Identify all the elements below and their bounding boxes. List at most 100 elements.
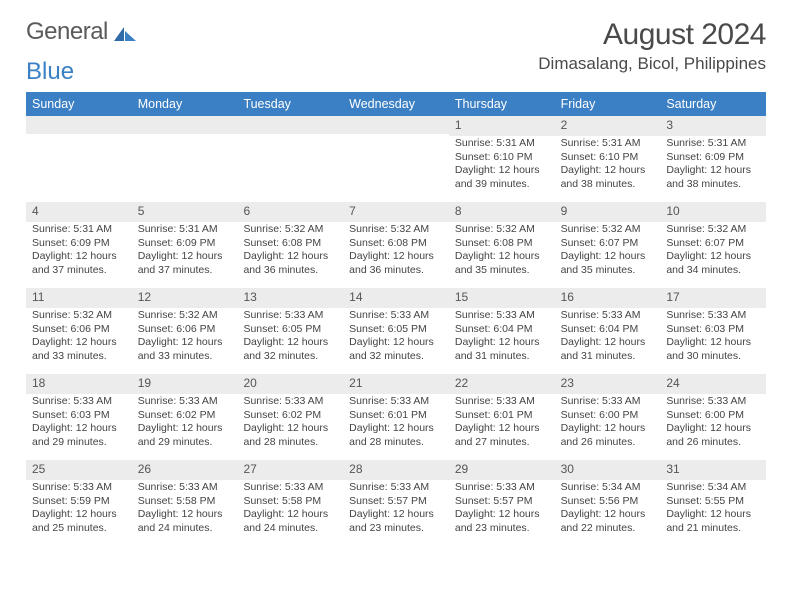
day-body: Sunrise: 5:33 AMSunset: 5:59 PMDaylight:… — [26, 480, 132, 539]
daylight-text: Daylight: 12 hours and 34 minutes. — [666, 250, 760, 277]
daylight-text: Daylight: 12 hours and 23 minutes. — [349, 508, 443, 535]
sunrise-text: Sunrise: 5:33 AM — [561, 309, 655, 322]
logo-sail-icon — [112, 25, 138, 43]
week-row: 11Sunrise: 5:32 AMSunset: 6:06 PMDayligh… — [26, 288, 766, 374]
day-cell: 8Sunrise: 5:32 AMSunset: 6:08 PMDaylight… — [449, 202, 555, 288]
day-body: Sunrise: 5:33 AMSunset: 5:58 PMDaylight:… — [237, 480, 343, 539]
day-body: Sunrise: 5:33 AMSunset: 6:04 PMDaylight:… — [449, 308, 555, 367]
daylight-text: Daylight: 12 hours and 36 minutes. — [243, 250, 337, 277]
day-number: 19 — [132, 374, 238, 394]
sunset-text: Sunset: 6:09 PM — [32, 237, 126, 250]
day-body — [237, 134, 343, 139]
day-number: 27 — [237, 460, 343, 480]
day-cell: 13Sunrise: 5:33 AMSunset: 6:05 PMDayligh… — [237, 288, 343, 374]
day-cell: 20Sunrise: 5:33 AMSunset: 6:02 PMDayligh… — [237, 374, 343, 460]
daylight-text: Daylight: 12 hours and 28 minutes. — [349, 422, 443, 449]
daylight-text: Daylight: 12 hours and 37 minutes. — [138, 250, 232, 277]
day-body: Sunrise: 5:31 AMSunset: 6:09 PMDaylight:… — [132, 222, 238, 281]
sunrise-text: Sunrise: 5:31 AM — [666, 137, 760, 150]
day-number: 16 — [555, 288, 661, 308]
sunrise-text: Sunrise: 5:32 AM — [349, 223, 443, 236]
day-number: 9 — [555, 202, 661, 222]
sunrise-text: Sunrise: 5:32 AM — [138, 309, 232, 322]
day-body: Sunrise: 5:32 AMSunset: 6:08 PMDaylight:… — [237, 222, 343, 281]
day-number: 26 — [132, 460, 238, 480]
sunrise-text: Sunrise: 5:33 AM — [32, 481, 126, 494]
sunset-text: Sunset: 6:06 PM — [138, 323, 232, 336]
daylight-text: Daylight: 12 hours and 28 minutes. — [243, 422, 337, 449]
day-number — [343, 116, 449, 134]
day-number: 6 — [237, 202, 343, 222]
day-cell: 22Sunrise: 5:33 AMSunset: 6:01 PMDayligh… — [449, 374, 555, 460]
sunset-text: Sunset: 6:08 PM — [455, 237, 549, 250]
sunrise-text: Sunrise: 5:32 AM — [455, 223, 549, 236]
day-body: Sunrise: 5:33 AMSunset: 5:58 PMDaylight:… — [132, 480, 238, 539]
daylight-text: Daylight: 12 hours and 24 minutes. — [138, 508, 232, 535]
day-body: Sunrise: 5:31 AMSunset: 6:10 PMDaylight:… — [449, 136, 555, 195]
day-cell: 10Sunrise: 5:32 AMSunset: 6:07 PMDayligh… — [660, 202, 766, 288]
day-number: 24 — [660, 374, 766, 394]
daylight-text: Daylight: 12 hours and 30 minutes. — [666, 336, 760, 363]
day-number: 17 — [660, 288, 766, 308]
daylight-text: Daylight: 12 hours and 26 minutes. — [666, 422, 760, 449]
day-cell: 9Sunrise: 5:32 AMSunset: 6:07 PMDaylight… — [555, 202, 661, 288]
daylight-text: Daylight: 12 hours and 27 minutes. — [455, 422, 549, 449]
day-number: 21 — [343, 374, 449, 394]
day-cell: 17Sunrise: 5:33 AMSunset: 6:03 PMDayligh… — [660, 288, 766, 374]
day-number: 7 — [343, 202, 449, 222]
sunset-text: Sunset: 6:05 PM — [349, 323, 443, 336]
day-number: 22 — [449, 374, 555, 394]
daylight-text: Daylight: 12 hours and 39 minutes. — [455, 164, 549, 191]
day-cell — [132, 116, 238, 202]
day-body: Sunrise: 5:33 AMSunset: 6:05 PMDaylight:… — [237, 308, 343, 367]
sunset-text: Sunset: 6:02 PM — [243, 409, 337, 422]
day-number: 30 — [555, 460, 661, 480]
day-body: Sunrise: 5:32 AMSunset: 6:06 PMDaylight:… — [26, 308, 132, 367]
day-cell: 24Sunrise: 5:33 AMSunset: 6:00 PMDayligh… — [660, 374, 766, 460]
day-cell: 23Sunrise: 5:33 AMSunset: 6:00 PMDayligh… — [555, 374, 661, 460]
sunrise-text: Sunrise: 5:31 AM — [455, 137, 549, 150]
day-number: 4 — [26, 202, 132, 222]
sunrise-text: Sunrise: 5:33 AM — [349, 309, 443, 322]
sunrise-text: Sunrise: 5:31 AM — [32, 223, 126, 236]
day-number: 31 — [660, 460, 766, 480]
day-cell: 31Sunrise: 5:34 AMSunset: 5:55 PMDayligh… — [660, 460, 766, 546]
day-number: 11 — [26, 288, 132, 308]
weekday-wednesday: Wednesday — [343, 92, 449, 116]
day-number — [237, 116, 343, 134]
day-body: Sunrise: 5:33 AMSunset: 6:03 PMDaylight:… — [660, 308, 766, 367]
day-body: Sunrise: 5:33 AMSunset: 6:04 PMDaylight:… — [555, 308, 661, 367]
day-cell: 4Sunrise: 5:31 AMSunset: 6:09 PMDaylight… — [26, 202, 132, 288]
day-number: 28 — [343, 460, 449, 480]
day-body: Sunrise: 5:33 AMSunset: 5:57 PMDaylight:… — [449, 480, 555, 539]
daylight-text: Daylight: 12 hours and 24 minutes. — [243, 508, 337, 535]
day-body: Sunrise: 5:33 AMSunset: 6:00 PMDaylight:… — [555, 394, 661, 453]
day-cell: 21Sunrise: 5:33 AMSunset: 6:01 PMDayligh… — [343, 374, 449, 460]
day-number — [132, 116, 238, 134]
sunset-text: Sunset: 6:10 PM — [561, 151, 655, 164]
day-body: Sunrise: 5:32 AMSunset: 6:07 PMDaylight:… — [660, 222, 766, 281]
sunset-text: Sunset: 6:06 PM — [32, 323, 126, 336]
weeks-container: 1Sunrise: 5:31 AMSunset: 6:10 PMDaylight… — [26, 116, 766, 546]
day-number: 29 — [449, 460, 555, 480]
sunrise-text: Sunrise: 5:33 AM — [349, 481, 443, 494]
sunrise-text: Sunrise: 5:33 AM — [138, 395, 232, 408]
day-body — [132, 134, 238, 139]
day-number: 23 — [555, 374, 661, 394]
sunrise-text: Sunrise: 5:33 AM — [32, 395, 126, 408]
sunset-text: Sunset: 6:02 PM — [138, 409, 232, 422]
sunrise-text: Sunrise: 5:33 AM — [243, 309, 337, 322]
day-body: Sunrise: 5:32 AMSunset: 6:06 PMDaylight:… — [132, 308, 238, 367]
daylight-text: Daylight: 12 hours and 35 minutes. — [455, 250, 549, 277]
daylight-text: Daylight: 12 hours and 21 minutes. — [666, 508, 760, 535]
sunset-text: Sunset: 6:03 PM — [666, 323, 760, 336]
day-body: Sunrise: 5:33 AMSunset: 6:01 PMDaylight:… — [343, 394, 449, 453]
sunrise-text: Sunrise: 5:33 AM — [455, 481, 549, 494]
daylight-text: Daylight: 12 hours and 32 minutes. — [349, 336, 443, 363]
weekday-monday: Monday — [132, 92, 238, 116]
day-number — [26, 116, 132, 134]
daylight-text: Daylight: 12 hours and 38 minutes. — [561, 164, 655, 191]
sunset-text: Sunset: 6:07 PM — [666, 237, 760, 250]
day-number: 20 — [237, 374, 343, 394]
day-body — [26, 134, 132, 139]
